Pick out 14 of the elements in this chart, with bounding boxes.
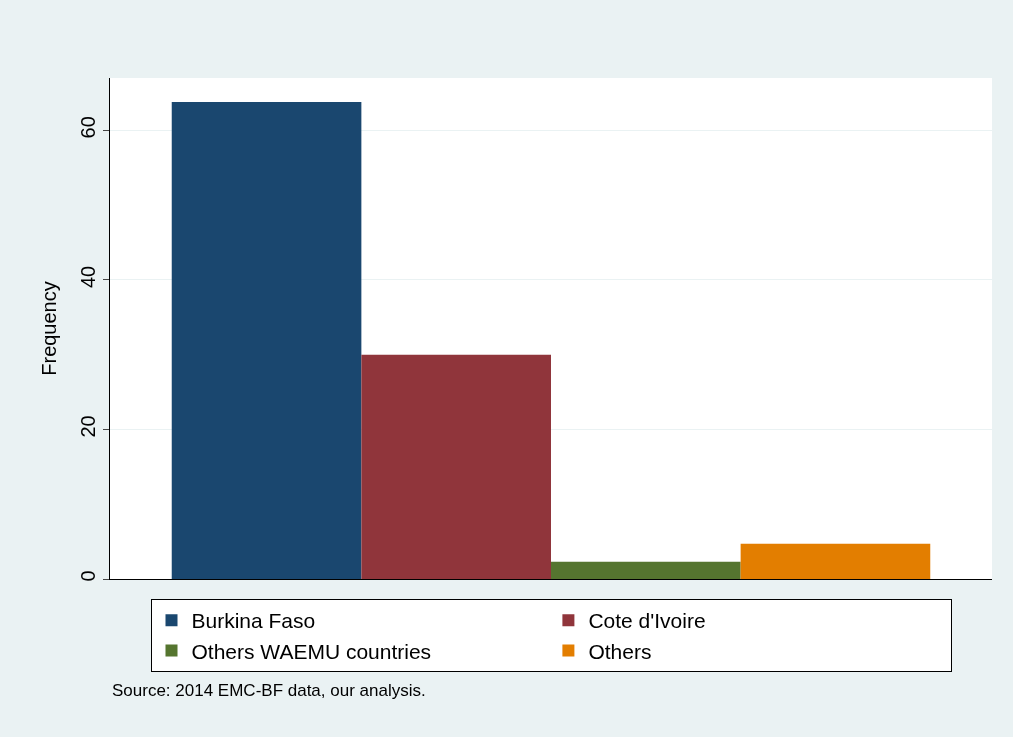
bar [171, 101, 362, 579]
source-note: Source: 2014 EMC-BF data, our analysis. [112, 681, 426, 700]
y-tick-label: 60 [77, 116, 99, 139]
y-tick-label: 40 [77, 265, 99, 289]
bar [551, 561, 741, 579]
legend-label: Burkina Faso [191, 609, 316, 633]
y-axis-title: Frequency [37, 281, 60, 376]
y-tick-label: 20 [77, 415, 99, 438]
bar [361, 354, 551, 579]
y-tick-label: 0 [77, 570, 99, 582]
legend-label: Cote d'Ivoire [588, 609, 706, 633]
legend-label: Others WAEMU countries [191, 639, 432, 663]
bar [740, 543, 931, 579]
legend-label: Others [588, 639, 652, 663]
